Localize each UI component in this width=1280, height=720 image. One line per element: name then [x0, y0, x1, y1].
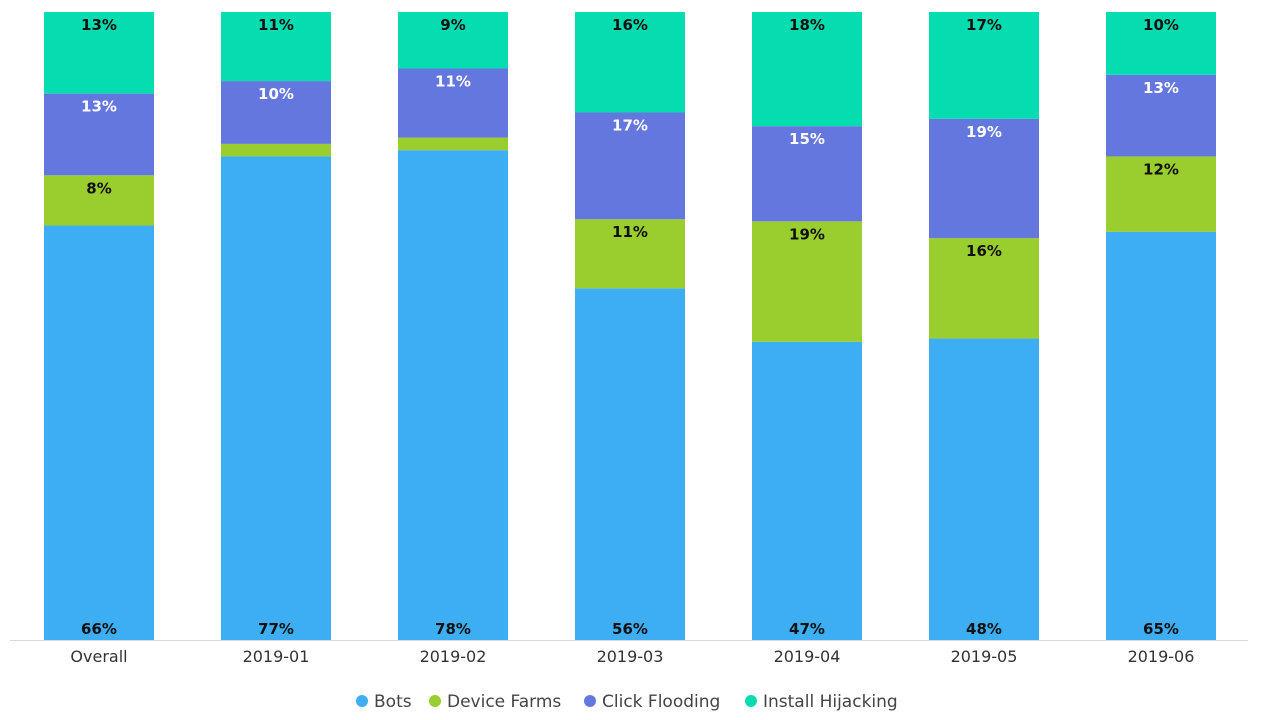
data-label: 13%	[81, 16, 117, 34]
data-label: 8%	[86, 179, 111, 197]
data-label: 17%	[612, 116, 648, 134]
data-label: 48%	[966, 620, 1002, 638]
x-tick-label: 2019-01	[243, 647, 310, 666]
data-label: 13%	[81, 98, 117, 116]
data-label: 11%	[435, 73, 471, 91]
data-label: 11%	[258, 16, 294, 34]
data-label: 77%	[258, 620, 294, 638]
bar-segment-install-hijacking	[575, 12, 685, 113]
data-label: 9%	[440, 16, 465, 34]
bar-segment-click-flooding	[44, 93, 154, 176]
bar-segment-device-farms	[1106, 156, 1216, 232]
data-label: 17%	[966, 16, 1002, 34]
bar-segment-install-hijacking	[44, 12, 154, 94]
data-label: 16%	[612, 16, 648, 34]
legend-label: Install Hijacking	[763, 692, 898, 712]
bar-segment-bots	[1106, 231, 1216, 641]
data-label: 66%	[81, 620, 117, 638]
data-label: 15%	[789, 130, 825, 148]
bar-segment-device-farms	[752, 221, 862, 342]
bar-segment-install-hijacking	[398, 12, 508, 69]
data-label: 19%	[966, 123, 1002, 141]
bar-segment-bots	[752, 341, 862, 640]
data-label: 11%	[612, 223, 648, 241]
bar-segment-click-flooding	[1106, 74, 1216, 157]
bar-segment-bots	[221, 156, 331, 640]
legend-label: Bots	[374, 692, 412, 712]
x-tick-label: 2019-02	[420, 647, 487, 666]
data-label: 13%	[1143, 79, 1179, 97]
bar-segment-install-hijacking	[1106, 12, 1216, 75]
legend-label: Click Flooding	[602, 692, 720, 712]
legend-marker	[356, 695, 368, 707]
legend-label: Device Farms	[447, 692, 561, 712]
bar-segment-device-farms	[929, 238, 1039, 339]
legend-marker	[429, 695, 441, 707]
data-label: 78%	[435, 620, 471, 638]
data-label: 47%	[789, 620, 825, 638]
bar-segment-device-farms	[398, 137, 508, 151]
bar-segment-device-farms	[575, 219, 685, 289]
x-tick-label: Overall	[70, 647, 127, 666]
data-label: 19%	[789, 225, 825, 243]
bar-segment-device-farms	[221, 143, 331, 157]
legend-marker	[584, 695, 596, 707]
bar-segment-click-flooding	[929, 118, 1039, 239]
bar-segment-install-hijacking	[221, 12, 331, 82]
x-tick-label: 2019-06	[1128, 647, 1195, 666]
data-label: 18%	[789, 16, 825, 34]
data-label: 16%	[966, 242, 1002, 260]
bar-segment-bots	[575, 288, 685, 640]
x-tick-label: 2019-05	[951, 647, 1018, 666]
legend: Bots Device Farms Click Flooding Install Hi…	[356, 692, 898, 712]
data-label: 65%	[1143, 620, 1179, 638]
data-label: 56%	[612, 620, 648, 638]
legend-marker	[745, 695, 757, 707]
x-tick-label: 2019-04	[774, 647, 841, 666]
bar-segment-device-farms	[44, 175, 154, 226]
bar-segment-click-flooding	[752, 126, 862, 222]
bar-segment-click-flooding	[575, 112, 685, 220]
data-label: 12%	[1143, 160, 1179, 178]
data-label: 10%	[258, 85, 294, 103]
bar-segment-click-flooding	[398, 68, 508, 138]
x-tick-label: 2019-03	[597, 647, 664, 666]
bar-segment-bots	[398, 150, 508, 640]
bar-segment-click-flooding	[221, 81, 331, 144]
bar-segment-bots	[929, 338, 1039, 640]
bar-segment-install-hijacking	[752, 12, 862, 127]
bar-segment-install-hijacking	[929, 12, 1039, 119]
data-label: 10%	[1143, 16, 1179, 34]
bar-segment-bots	[44, 225, 154, 640]
